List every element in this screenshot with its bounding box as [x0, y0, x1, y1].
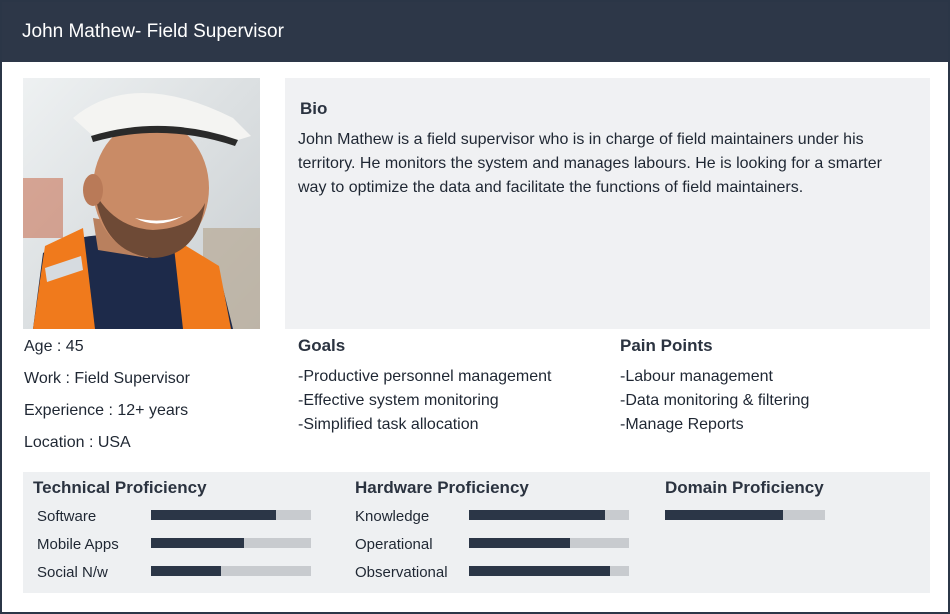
technical-proficiency-title: Technical Proficiency [33, 478, 207, 497]
fact-location: Location : USA [24, 434, 131, 451]
pain-point-item: -Manage Reports [620, 416, 744, 433]
fact-work: Work : Field Supervisor [24, 370, 190, 387]
person-photo [23, 78, 260, 329]
goal-item: -Effective system monitoring [298, 392, 499, 409]
skill-bar [151, 538, 311, 548]
header-bar: John Mathew- Field Supervisor [2, 2, 948, 62]
goals-title: Goals [298, 336, 346, 355]
skill-bar-fill [151, 510, 276, 520]
skill-bar-fill [469, 566, 610, 576]
skill-bar [469, 510, 629, 520]
skill-bar-fill [151, 566, 222, 576]
domain-proficiency-title: Domain Proficiency [665, 478, 824, 497]
skill-bar [665, 510, 825, 520]
skill-label: Software [37, 508, 97, 525]
pain-points-title: Pain Points [620, 336, 713, 355]
goal-item: -Simplified task allocation [298, 416, 479, 433]
skill-bar [151, 510, 311, 520]
skill-label: Mobile Apps [37, 536, 119, 553]
goal-item: -Productive personnel management [298, 368, 552, 385]
skill-bar-fill [469, 538, 570, 548]
bio-panel: Bio John Mathew is a field supervisor wh… [285, 78, 930, 329]
fact-age: Age : 45 [24, 338, 84, 355]
skill-bar-fill [665, 510, 784, 520]
skill-bar [469, 538, 629, 548]
skill-label: Observational [355, 564, 448, 581]
skill-bar [469, 566, 629, 576]
skill-bar [151, 566, 311, 576]
skill-bar-fill [469, 510, 605, 520]
skill-label: Social N/w [37, 564, 108, 581]
proficiency-panel: Technical Proficiency Software Mobile Ap… [23, 472, 930, 593]
pain-point-item: -Data monitoring & filtering [620, 392, 810, 409]
fact-experience: Experience : 12+ years [24, 402, 189, 419]
hardware-proficiency-title: Hardware Proficiency [355, 478, 529, 497]
bio-text: John Mathew is a field supervisor who is… [298, 131, 882, 196]
skill-label: Knowledge [355, 508, 430, 525]
skill-bar-fill [151, 538, 244, 548]
bio-title: Bio [300, 99, 328, 118]
persona-title: John Mathew- Field Supervisor [22, 21, 284, 42]
skill-label: Operational [355, 536, 433, 553]
pain-point-item: -Labour management [620, 368, 773, 385]
